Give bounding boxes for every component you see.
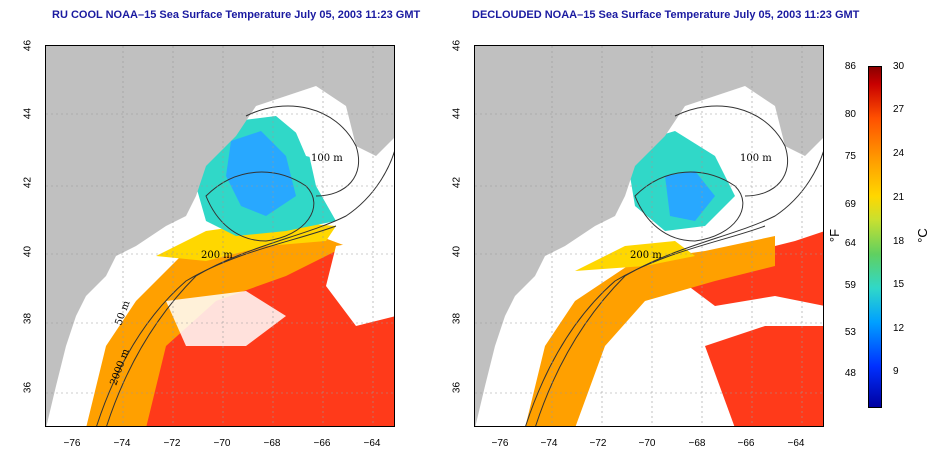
lat-tick: 38 <box>451 312 463 325</box>
colorbar-f-tick: 69 <box>844 199 856 210</box>
temperature-colorbar <box>868 66 882 408</box>
lon-tick: −68 <box>263 438 281 449</box>
colorbar-f-tick: 53 <box>844 327 856 338</box>
colorbar-c-tick: 30 <box>893 61 905 72</box>
lon-tick: −76 <box>491 438 509 449</box>
lat-tick: 36 <box>22 381 34 394</box>
lon-tick: −66 <box>313 438 331 449</box>
lon-tick: −64 <box>363 438 381 449</box>
colorbar-f-tick: 59 <box>844 280 856 291</box>
contour-label: 200 m <box>630 250 662 261</box>
lon-tick: −76 <box>63 438 81 449</box>
lat-tick: 36 <box>451 381 463 394</box>
lat-tick: 40 <box>22 245 34 258</box>
lon-tick: −72 <box>163 438 181 449</box>
lon-tick: −70 <box>638 438 656 449</box>
lat-tick: 44 <box>22 107 34 120</box>
colorbar-c-tick: 24 <box>893 148 905 159</box>
fahrenheit-unit-label: °F <box>827 228 843 243</box>
lon-tick: −64 <box>787 438 805 449</box>
lat-tick: 38 <box>22 312 34 325</box>
colorbar-f-tick: 64 <box>844 238 856 249</box>
colorbar-c-tick: 18 <box>893 236 905 247</box>
contour-label: 100 m <box>740 153 772 164</box>
left-sst-map: 100 m 200 m 2000 m 50 m <box>45 45 395 427</box>
lat-tick: 44 <box>451 107 463 120</box>
lon-tick: −66 <box>737 438 755 449</box>
lon-tick: −74 <box>540 438 558 449</box>
lon-tick: −72 <box>589 438 607 449</box>
colorbar-c-tick: 21 <box>893 192 905 203</box>
celsius-unit-label: °C <box>914 228 930 243</box>
colorbar-f-tick: 80 <box>844 109 856 120</box>
left-panel-title: RU COOL NOAA–15 Sea Surface Temperature … <box>52 9 421 21</box>
lat-tick: 46 <box>22 39 34 52</box>
lat-tick: 40 <box>451 245 463 258</box>
colorbar-c-tick: 12 <box>893 323 905 334</box>
lat-tick: 42 <box>22 176 34 189</box>
contour-label: 200 m <box>201 250 233 261</box>
lon-tick: −74 <box>113 438 131 449</box>
colorbar-c-tick: 9 <box>893 366 899 377</box>
lat-tick: 46 <box>451 39 463 52</box>
contour-label: 100 m <box>311 153 343 164</box>
colorbar-c-tick: 27 <box>893 104 905 115</box>
colorbar-f-tick: 75 <box>844 151 856 162</box>
right-sst-map: 100 m 200 m <box>474 45 824 427</box>
lon-tick: −68 <box>688 438 706 449</box>
colorbar-c-tick: 15 <box>893 279 905 290</box>
lon-tick: −70 <box>213 438 231 449</box>
lat-tick: 42 <box>451 176 463 189</box>
colorbar-f-tick: 48 <box>844 368 856 379</box>
right-panel-title: DECLOUDED NOAA–15 Sea Surface Temperatur… <box>472 9 860 21</box>
colorbar-f-tick: 86 <box>844 61 856 72</box>
